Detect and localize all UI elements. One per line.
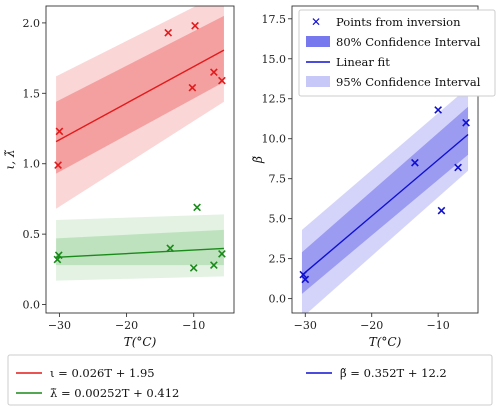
x-tick-label-left-0: −30 [48,319,71,332]
x-axis-label-left: T(°C) [124,335,157,349]
data-point-right-0-6 [462,118,470,127]
y-tick-label-right-3: 7.5 [269,173,287,186]
fit-line-left-0 [55,49,225,143]
data-point-stroke-b [299,270,308,279]
legend-label-fit: Linear fit [336,55,390,69]
y-tick-label-left-4: 2.0 [23,17,41,30]
data-point-left-0-6 [218,76,226,85]
y-tick-label-right-2: 5.0 [269,213,287,226]
data-point-left-1-6 [218,249,226,258]
data-point-left-0-0 [54,161,62,169]
data-point-stroke-b [53,255,62,264]
y-tick-label-right-7: 17.5 [262,13,287,26]
legend-marker-x: ✕ [311,15,321,29]
legend-bottom: ι = 0.026T + 1.95 λ̃ = 0.00252T + 0.412 … [7,354,493,406]
data-point-stroke-b [209,68,218,77]
axes-frame-left [45,5,235,314]
y-tick-label-left-3: 1.5 [23,87,41,100]
data-point-left-1-4 [189,264,198,272]
x-tick-label-right-1: −20 [360,319,383,332]
data-point-right-0-1 [301,275,310,284]
data-point-left-0-1 [55,127,64,136]
y-tick-label-left-1: 0.5 [23,228,41,241]
data-point-stroke-b [164,28,173,37]
data-point-left-0-5 [209,68,218,77]
ci80-band-right-0 [301,106,469,294]
legend-bottom-lambda: λ̃ = 0.00252T + 0.412 [50,386,179,400]
data-point-stroke-b [462,118,470,127]
data-point-stroke-b [218,76,226,85]
plot-area-left [53,6,226,281]
x-axis-label-right: T(°C) [369,335,402,349]
x-tick-label-right-2: −10 [427,319,450,332]
legend-label-ci80: 80% Confidence Interval [336,35,481,49]
x-tick-label-left-1: −20 [115,319,138,332]
data-point-stroke-b [166,244,175,253]
x-tick-label-left-2: −10 [182,319,205,332]
y-tick-label-right-6: 15.0 [262,53,287,66]
data-point-stroke-b [193,203,201,212]
data-point-stroke-b [55,127,64,136]
y-axis-label-right: β̃ [251,156,265,164]
data-point-stroke-b [191,21,199,30]
legend-label-points: Points from inversion [336,15,461,29]
data-point-right-0-4 [437,206,446,215]
data-point-left-1-1 [54,251,63,260]
legend-bottom-iota: ι = 0.026T + 1.95 [50,366,155,380]
y-tick-label-right-4: 10.0 [262,133,287,146]
legend-bottom-beta: β̃ = 0.352T + 12.2 [340,366,447,380]
y-axis-label-left: ι, λ̃ [3,150,17,170]
legend-main: ✕ Points from inversion 80% Confidence I… [298,9,496,97]
data-point-stroke-b [301,275,310,284]
y-tick-label-right-5: 12.5 [262,93,287,106]
y-tick-label-left-0: 0.0 [23,299,41,312]
fit-line-left-1 [56,247,224,259]
data-point-right-0-2 [411,158,419,167]
data-point-right-0-0 [299,270,308,279]
legend-patch-80 [306,36,330,47]
legend-main-frame [298,9,496,97]
axes-frame-right [291,5,479,314]
data-point-left-1-2 [166,244,175,253]
y-tick-label-left-2: 1.0 [23,158,41,171]
data-point-stroke-b [411,158,419,167]
data-point-right-0-5 [454,163,462,172]
data-point-stroke-b [188,83,197,92]
data-point-stroke-b [189,264,198,272]
y-tick-label-right-0: 0.0 [269,293,287,306]
left-plot: −30 −20 −10 0.0 0.5 1.0 1.5 2.0 T(°C) ι, λ̃ [3,5,235,349]
legend-bottom-frame [7,354,493,406]
data-point-stroke-b [434,106,443,114]
data-point-right-0-3 [434,106,443,114]
right-plot: −30 −20 −10 0.0 2.5 5.0 7.5 10.0 12.5 15.0 17.5 T(°… [251,5,479,349]
y-tick-label-right-1: 2.5 [269,253,287,266]
ci80-band-left-0 [56,15,224,174]
data-point-left-0-3 [191,21,199,30]
legend-patch-95 [306,76,330,87]
plot-area-right [299,87,470,313]
data-point-stroke-b [54,161,62,169]
data-point-stroke-b [218,249,226,258]
data-point-stroke-b [437,206,446,215]
data-point-left-1-0 [53,255,62,264]
fit-line-right-0 [301,133,469,276]
x-tick-label-right-0: −30 [294,319,317,332]
legend-label-ci95: 95% Confidence Interval [336,75,481,89]
data-point-left-1-5 [209,261,218,269]
data-point-left-1-3 [193,203,201,212]
data-point-left-0-4 [188,83,197,92]
data-point-stroke-b [54,251,63,260]
data-point-stroke-b [209,261,218,269]
data-point-stroke-b [454,163,462,172]
ci80-band-left-1 [56,229,224,266]
data-point-left-0-2 [164,28,173,37]
